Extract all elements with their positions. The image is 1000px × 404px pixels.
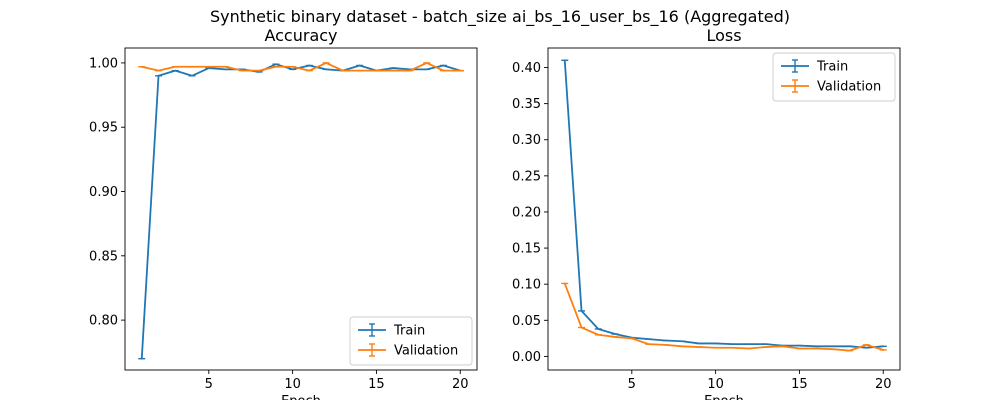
chart-1-series-train <box>561 59 887 349</box>
chart-0-xlabel: Epoch <box>281 394 321 400</box>
chart-1-ytick-label: 0.05 <box>512 314 541 329</box>
chart-1-ytick-label: 0.35 <box>512 97 541 112</box>
chart-1-ytick-label: 0.10 <box>512 278 541 293</box>
chart-1-xtick-label: 5 <box>628 377 636 392</box>
chart-1-xtick-label: 20 <box>875 377 892 392</box>
chart-0-series-validation <box>138 62 464 72</box>
figure-suptitle: Synthetic binary dataset - batch_size ai… <box>210 7 790 27</box>
chart-0-xtick-label: 20 <box>452 377 469 392</box>
chart-1-legend-label: Validation <box>817 80 881 95</box>
chart-1-legend-item-validation: Validation <box>781 79 881 95</box>
chart-1-series-validation-line <box>563 282 885 352</box>
chart-0-ytick-label: 1.00 <box>89 56 118 71</box>
chart-1-ytick-label: 0.40 <box>512 61 541 76</box>
chart-0-series-train <box>138 63 464 360</box>
chart-1-series-train-line <box>563 59 885 349</box>
chart-1-legend-box <box>772 52 896 102</box>
chart-0-xtick-label: 15 <box>368 377 385 392</box>
chart-0-legend-item-validation: Validation <box>358 343 458 359</box>
chart-0-ytick-label: 0.85 <box>89 249 118 264</box>
chart-1-ytick-label: 0.30 <box>512 133 541 148</box>
chart-1-legend: Train Validation <box>772 52 896 102</box>
chart-1-ytick-label: 0.25 <box>512 169 541 184</box>
chart-1-legend-item-train: Train <box>781 59 848 75</box>
chart-1-series-validation <box>561 282 887 352</box>
chart-1-title: Loss <box>706 26 741 45</box>
chart-0-title: Accuracy <box>264 26 337 45</box>
chart-0-ytick-label: 0.90 <box>89 185 118 200</box>
chart-0-legend-label: Train <box>393 324 425 339</box>
chart-0-series-train-line <box>140 63 462 360</box>
chart-0-legend-label: Validation <box>394 344 458 359</box>
chart-0-xtick-label: 10 <box>284 377 301 392</box>
chart-1-axes-frame <box>547 47 901 371</box>
chart-0-ytick-label: 0.95 <box>89 121 118 136</box>
chart-1-xlabel: Epoch <box>704 394 744 400</box>
chart-0-legend: Train Validation <box>349 316 473 366</box>
chart-1-ytick-label: 0.15 <box>512 242 541 257</box>
loss-subplot: Loss 5 10 15 20 0.00 0.05 0.10 0.15 0.20 0.25 0.30 0… <box>512 26 901 404</box>
chart-0-legend-box <box>349 316 473 366</box>
chart-1-legend-label: Train <box>816 60 848 75</box>
chart-0-axes-frame <box>124 47 478 371</box>
chart-1-ytick-label: 0.20 <box>512 205 541 220</box>
chart-1-xtick-label: 15 <box>791 377 808 392</box>
chart-0-ytick-label: 0.80 <box>89 314 118 329</box>
accuracy-subplot: Accuracy 5 10 15 20 0.80 0.85 0.90 0.95 1.00 Epoch… <box>89 26 478 404</box>
chart-0-xtick-label: 5 <box>205 377 213 392</box>
chart-1-xtick-label: 10 <box>707 377 724 392</box>
chart-1-ytick-label: 0.00 <box>512 350 541 365</box>
chart-0-legend-item-train: Train <box>358 323 425 339</box>
